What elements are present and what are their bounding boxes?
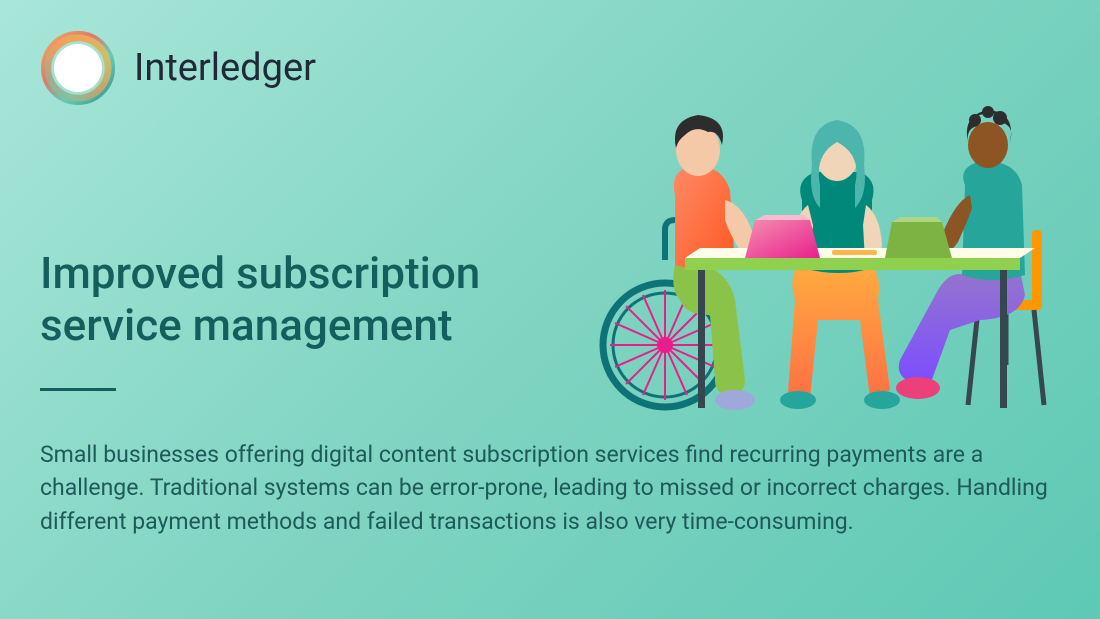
people-illustration (570, 100, 1070, 420)
page-headline: Improved subscription service management (40, 248, 600, 352)
brand-name: Interledger (134, 46, 316, 90)
paper-icon (832, 250, 877, 255)
laptop-2-icon (885, 217, 952, 258)
body-copy: Small businesses offering digital conten… (40, 438, 1060, 538)
brand-logo-row: Interledger (40, 30, 316, 106)
laptop-1-icon (745, 215, 820, 258)
headline-divider (40, 388, 116, 391)
brand-logo-icon (40, 30, 116, 106)
